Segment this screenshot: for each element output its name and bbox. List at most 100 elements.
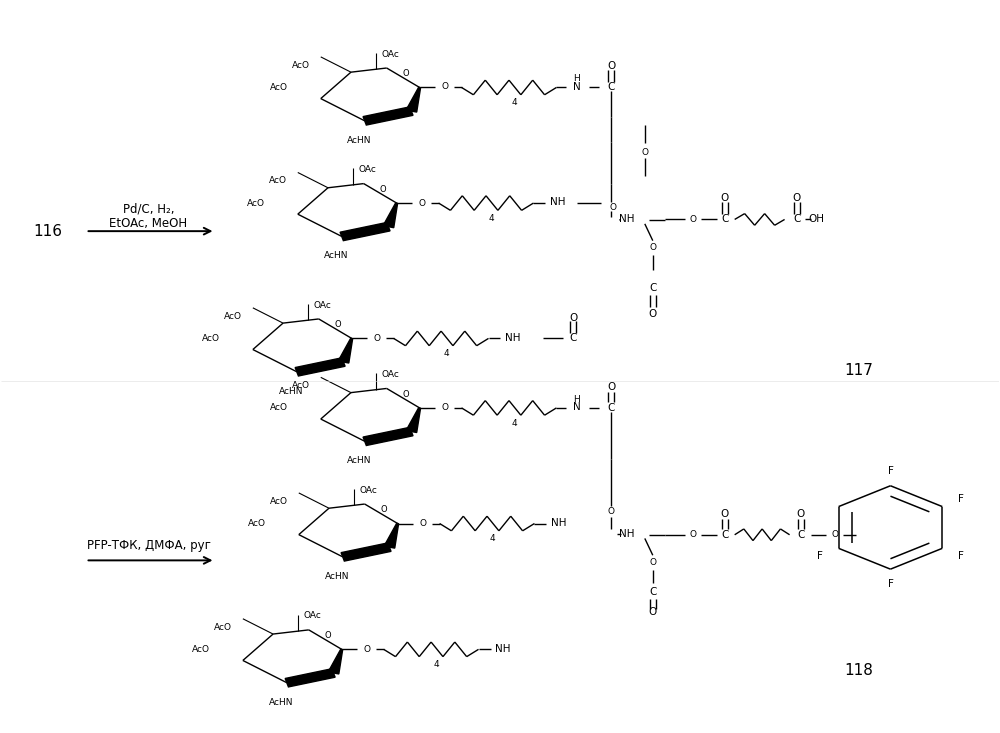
Text: O: O bbox=[689, 530, 696, 539]
Text: C: C bbox=[797, 530, 804, 539]
Polygon shape bbox=[406, 87, 421, 112]
Text: AcO: AcO bbox=[214, 622, 232, 632]
Text: F: F bbox=[888, 466, 893, 476]
Text: C: C bbox=[649, 283, 656, 293]
Polygon shape bbox=[383, 203, 398, 228]
Text: 118: 118 bbox=[845, 663, 873, 677]
Text: O: O bbox=[792, 194, 801, 203]
Polygon shape bbox=[363, 427, 413, 446]
Text: O: O bbox=[403, 69, 409, 78]
Text: AcO: AcO bbox=[192, 645, 210, 654]
Text: AcO: AcO bbox=[247, 199, 265, 207]
Text: O: O bbox=[649, 309, 657, 319]
Text: EtOAc, MeOH: EtOAc, MeOH bbox=[109, 218, 188, 230]
Text: AcO: AcO bbox=[248, 519, 266, 528]
Text: 116: 116 bbox=[34, 224, 63, 239]
Text: NH: NH bbox=[505, 333, 520, 342]
Text: O: O bbox=[380, 185, 386, 194]
Polygon shape bbox=[341, 543, 391, 561]
Text: OAc: OAc bbox=[359, 486, 377, 495]
Text: O: O bbox=[418, 199, 425, 207]
Polygon shape bbox=[363, 107, 413, 125]
Text: O: O bbox=[608, 507, 615, 516]
Text: AcHN: AcHN bbox=[324, 251, 348, 260]
Text: C: C bbox=[649, 587, 656, 597]
Text: AcHN: AcHN bbox=[269, 698, 294, 707]
Text: AcO: AcO bbox=[292, 61, 310, 70]
Text: OAc: OAc bbox=[313, 301, 331, 309]
Text: O: O bbox=[607, 61, 615, 70]
Text: O: O bbox=[689, 215, 696, 224]
Text: AcO: AcO bbox=[270, 83, 288, 92]
Text: C: C bbox=[721, 215, 728, 224]
Text: AcO: AcO bbox=[269, 177, 287, 185]
Text: PFP-ТФК, ДМФА, руг: PFP-ТФК, ДМФА, руг bbox=[87, 539, 210, 552]
Text: NH: NH bbox=[619, 215, 635, 224]
Text: C: C bbox=[608, 82, 615, 92]
Text: O: O bbox=[325, 631, 331, 640]
Text: F: F bbox=[817, 550, 823, 561]
Text: O: O bbox=[831, 530, 838, 539]
Text: C: C bbox=[793, 215, 800, 224]
Text: 4: 4 bbox=[511, 98, 517, 107]
Text: OAc: OAc bbox=[381, 50, 399, 59]
Text: O: O bbox=[610, 202, 617, 212]
Text: O: O bbox=[649, 608, 657, 617]
Text: O: O bbox=[796, 509, 805, 519]
Polygon shape bbox=[285, 668, 335, 687]
Text: OH: OH bbox=[809, 215, 825, 224]
Text: AcHN: AcHN bbox=[347, 136, 371, 145]
Text: O: O bbox=[419, 519, 426, 528]
Text: AcO: AcO bbox=[270, 497, 288, 506]
Text: AcHN: AcHN bbox=[279, 387, 304, 396]
Polygon shape bbox=[328, 649, 343, 674]
Text: O: O bbox=[373, 334, 380, 343]
Text: O: O bbox=[569, 313, 578, 323]
Text: O: O bbox=[649, 558, 656, 567]
Text: O: O bbox=[721, 194, 729, 203]
Text: OAc: OAc bbox=[381, 370, 399, 379]
Text: F: F bbox=[888, 579, 893, 589]
Text: OAc: OAc bbox=[303, 611, 321, 620]
Text: NH: NH bbox=[619, 529, 635, 539]
Text: O: O bbox=[721, 509, 729, 519]
Text: O: O bbox=[381, 505, 387, 514]
Polygon shape bbox=[384, 523, 399, 548]
Text: 117: 117 bbox=[845, 363, 873, 377]
Polygon shape bbox=[338, 338, 353, 363]
Text: OAc: OAc bbox=[358, 165, 376, 174]
Text: 4: 4 bbox=[433, 660, 439, 669]
Text: 4: 4 bbox=[489, 534, 495, 543]
Text: N: N bbox=[573, 402, 580, 412]
Text: O: O bbox=[441, 403, 448, 413]
Text: 4: 4 bbox=[443, 349, 449, 358]
Text: H: H bbox=[573, 394, 580, 404]
Text: AcO: AcO bbox=[270, 403, 288, 413]
Text: Pd/C, H₂,: Pd/C, H₂, bbox=[123, 203, 174, 216]
Text: AcO: AcO bbox=[292, 381, 310, 390]
Text: AcO: AcO bbox=[202, 334, 220, 343]
Text: H: H bbox=[573, 74, 580, 83]
Text: NH: NH bbox=[495, 644, 510, 654]
Text: O: O bbox=[649, 243, 656, 252]
Polygon shape bbox=[340, 223, 390, 240]
Polygon shape bbox=[406, 408, 421, 432]
Text: O: O bbox=[441, 82, 448, 91]
Text: AcHN: AcHN bbox=[325, 572, 349, 581]
Text: O: O bbox=[363, 645, 370, 654]
Polygon shape bbox=[295, 358, 345, 376]
Text: AcO: AcO bbox=[224, 312, 242, 320]
Text: NH: NH bbox=[551, 517, 566, 528]
Text: C: C bbox=[570, 334, 577, 343]
Text: O: O bbox=[607, 383, 615, 392]
Text: F: F bbox=[958, 550, 963, 561]
Text: N: N bbox=[573, 82, 580, 92]
Text: C: C bbox=[608, 403, 615, 413]
Text: 4: 4 bbox=[511, 419, 517, 428]
Text: F: F bbox=[958, 494, 963, 504]
Text: O: O bbox=[641, 147, 648, 157]
Text: C: C bbox=[721, 530, 728, 539]
Text: 4: 4 bbox=[488, 214, 494, 223]
Text: NH: NH bbox=[550, 197, 565, 207]
Text: O: O bbox=[403, 389, 409, 399]
